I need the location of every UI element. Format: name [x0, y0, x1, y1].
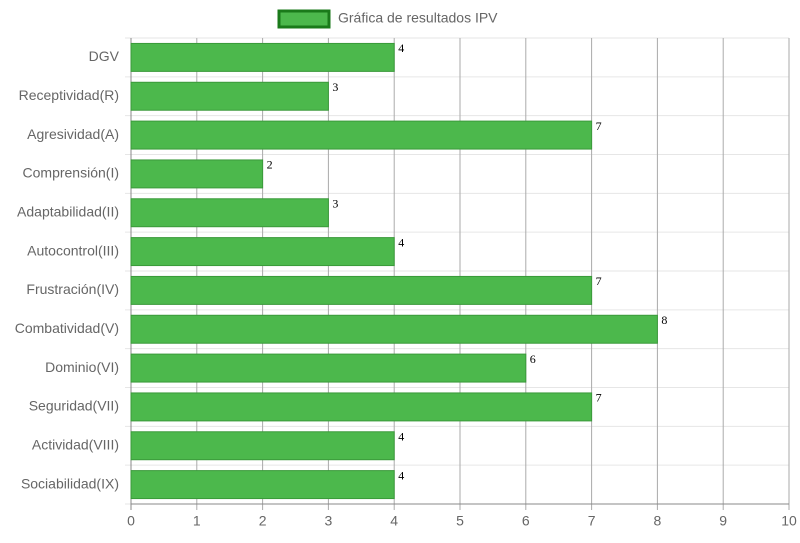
bar — [130, 470, 395, 500]
x-tick-label: 4 — [390, 513, 398, 529]
legend-swatch — [277, 9, 331, 29]
y-tick-label: Combatividad(V) — [15, 320, 119, 336]
y-tick-label: Adaptabilidad(II) — [17, 203, 119, 219]
x-tick-label: 6 — [522, 513, 530, 529]
x-tick-label: 8 — [654, 513, 662, 529]
bar — [130, 431, 395, 461]
value-label: 3 — [332, 80, 338, 94]
x-tick-label: 0 — [127, 513, 135, 529]
bar — [130, 237, 395, 267]
y-tick-label: DGV — [89, 48, 120, 64]
value-label: 3 — [332, 197, 338, 211]
value-label: 6 — [530, 352, 536, 366]
bar — [130, 159, 264, 189]
y-tick-label: Agresividad(A) — [27, 126, 119, 142]
y-tick-label: Receptividad(R) — [19, 87, 119, 103]
x-tick-label: 9 — [719, 513, 727, 529]
bar — [130, 392, 593, 422]
y-tick-label: Frustración(IV) — [26, 281, 119, 297]
value-label: 4 — [398, 430, 404, 444]
bar — [130, 314, 658, 344]
value-label: 4 — [398, 235, 404, 249]
y-tick-label: Actividad(VIII) — [32, 436, 119, 452]
value-label: 8 — [661, 313, 667, 327]
bar — [130, 198, 329, 228]
bar — [130, 81, 329, 111]
x-tick-label: 7 — [588, 513, 596, 529]
x-tick-label: 3 — [325, 513, 333, 529]
x-tick-label: 2 — [259, 513, 267, 529]
y-tick-label: Seguridad(VII) — [29, 398, 119, 414]
bar — [130, 120, 593, 150]
x-tick-label: 10 — [781, 513, 797, 529]
bar — [130, 42, 395, 72]
value-label: 7 — [596, 391, 602, 405]
value-label: 7 — [596, 119, 602, 133]
y-tick-label: Autocontrol(III) — [27, 242, 119, 258]
x-tick-label: 1 — [193, 513, 201, 529]
legend-label: Gráfica de resultados IPV — [338, 10, 498, 26]
value-label: 4 — [398, 41, 404, 55]
x-tick-label: 5 — [456, 513, 464, 529]
value-label: 4 — [398, 468, 404, 482]
bar — [130, 353, 527, 383]
y-tick-label: Comprensión(I) — [23, 165, 119, 181]
y-tick-label: Dominio(VI) — [45, 359, 119, 375]
bar — [130, 275, 593, 305]
value-label: 7 — [596, 274, 602, 288]
value-label: 2 — [267, 158, 273, 172]
y-tick-label: Sociabilidad(IX) — [21, 475, 119, 491]
